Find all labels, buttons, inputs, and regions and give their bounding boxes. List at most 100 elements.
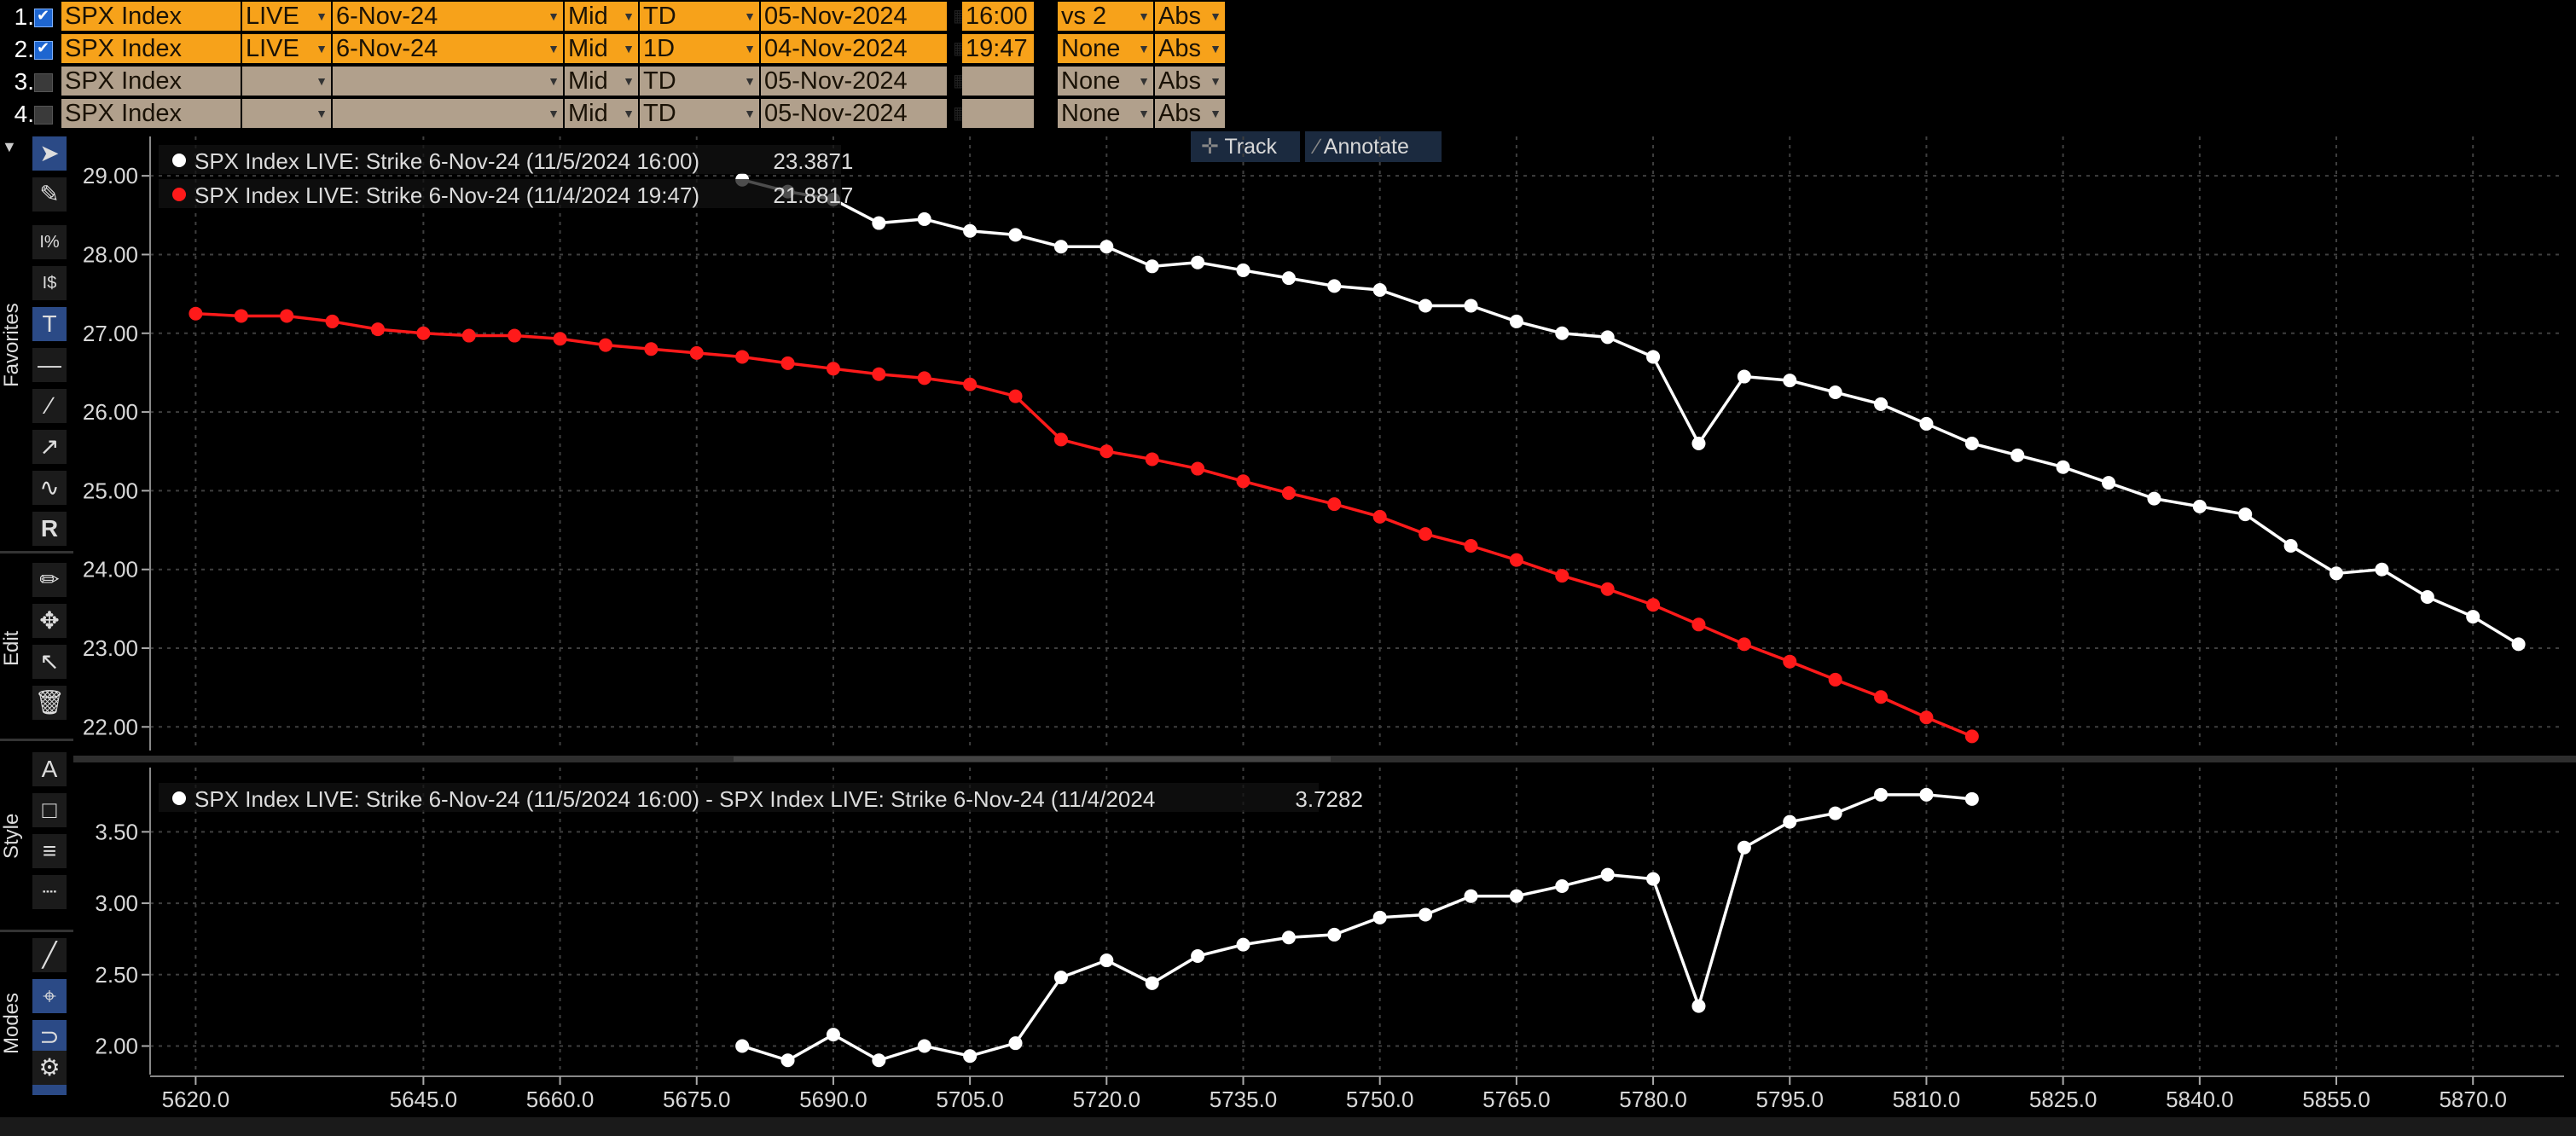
dropdown-arrow-icon[interactable]: ▼ xyxy=(548,74,560,88)
legend-value: 21.8817 xyxy=(773,183,853,208)
dropdown-arrow-icon[interactable]: ▼ xyxy=(744,107,756,120)
hatch-icon[interactable]: ╱ xyxy=(32,938,67,972)
mode-field[interactable]: Abs ▼ xyxy=(1155,2,1225,31)
pencil-icon[interactable]: ✏ xyxy=(32,563,67,597)
compare-field[interactable]: None ▼ xyxy=(1058,99,1153,128)
date-field[interactable]: 05-Nov-2024 ▦ xyxy=(761,2,969,31)
dropdown-arrow-icon[interactable]: ▼ xyxy=(316,9,328,23)
dropdown-arrow-icon[interactable]: ▼ xyxy=(623,74,635,88)
side-field[interactable]: Mid ▼ xyxy=(565,34,638,63)
ray-line-icon[interactable]: ↗ xyxy=(32,430,67,464)
range-field[interactable]: TD ▼ xyxy=(640,67,759,96)
row-checkbox[interactable] xyxy=(34,7,53,27)
text-tool-icon[interactable]: T xyxy=(32,307,67,341)
side-field[interactable]: Mid ▼ xyxy=(565,67,638,96)
dropdown-arrow-icon[interactable]: ▼ xyxy=(623,9,635,23)
side-field[interactable]: Mid ▼ xyxy=(565,2,638,31)
dropdown-arrow-icon[interactable]: ▼ xyxy=(744,74,756,88)
dollar-axis-icon[interactable]: I$ xyxy=(32,266,67,300)
expiry-field[interactable]: ▼ xyxy=(333,99,563,128)
expiry-field[interactable]: 6-Nov-24 ▼ xyxy=(333,2,563,31)
crosshair-mode-icon[interactable]: ⌖ xyxy=(32,979,67,1013)
collapse-chevron-icon[interactable]: ▼ xyxy=(2,138,17,155)
line-weight-icon[interactable]: ≡ xyxy=(32,834,67,868)
data-point xyxy=(1828,385,1842,399)
dropdown-arrow-icon[interactable]: ▼ xyxy=(623,107,635,120)
bottom-scrollbar[interactable] xyxy=(0,1117,2576,1136)
dropdown-arrow-icon[interactable]: ▼ xyxy=(744,42,756,55)
dropdown-arrow-icon[interactable]: ▼ xyxy=(1138,74,1150,88)
dropdown-arrow-icon[interactable]: ▼ xyxy=(548,9,560,23)
time-field[interactable]: 19:47 xyxy=(962,34,1034,63)
date-field[interactable]: 04-Nov-2024 ▦ xyxy=(761,34,969,63)
source-field[interactable]: ▼ xyxy=(242,67,331,96)
dropdown-arrow-icon[interactable]: ▼ xyxy=(1138,107,1150,120)
row-checkbox[interactable] xyxy=(34,106,53,125)
dropdown-arrow-icon[interactable]: ▼ xyxy=(1210,107,1221,120)
dropdown-arrow-icon[interactable]: ▼ xyxy=(1210,74,1221,88)
date-value: 04-Nov-2024 xyxy=(764,35,908,62)
ticker-field[interactable]: SPX Index xyxy=(61,67,241,96)
time-field[interactable]: 16:00 xyxy=(962,2,1034,31)
ticker-field[interactable]: SPX Index xyxy=(61,2,241,31)
data-point xyxy=(1964,437,1979,450)
row-checkbox[interactable] xyxy=(34,39,53,60)
mode-field[interactable]: Abs ▼ xyxy=(1155,67,1225,96)
trend-line-icon[interactable]: ∕ xyxy=(32,389,67,423)
source-field[interactable]: LIVE ▼ xyxy=(242,2,331,31)
move-icon[interactable]: ✥ xyxy=(32,604,67,638)
percent-axis-icon[interactable]: I% xyxy=(32,225,67,259)
horizontal-line-icon[interactable]: — xyxy=(32,348,67,382)
source-field[interactable]: LIVE ▼ xyxy=(242,34,331,63)
date-field[interactable]: 05-Nov-2024 ▦ xyxy=(761,99,969,128)
annotate-button[interactable]: ∕ Annotate xyxy=(1305,131,1442,162)
data-point xyxy=(689,345,704,360)
compare-field[interactable]: None ▼ xyxy=(1058,34,1153,63)
settings-gear-icon[interactable]: ⚙ xyxy=(32,1051,67,1085)
trash-icon[interactable]: 🗑 xyxy=(32,686,67,720)
wave-line-icon[interactable]: ∿ xyxy=(32,471,67,505)
range-field[interactable]: TD ▼ xyxy=(640,99,759,128)
data-point xyxy=(234,309,248,323)
time-field[interactable] xyxy=(962,99,1034,128)
side-field[interactable]: Mid ▼ xyxy=(565,99,638,128)
pointer-tool-icon[interactable]: ➤ xyxy=(32,136,67,171)
select-icon[interactable]: ↖ xyxy=(32,645,67,679)
data-point xyxy=(1600,330,1615,345)
dropdown-arrow-icon[interactable]: ▼ xyxy=(316,42,328,55)
mode-field[interactable]: Abs ▼ xyxy=(1155,34,1225,63)
ticker-field[interactable]: SPX Index xyxy=(61,34,241,63)
dropdown-arrow-icon[interactable]: ▼ xyxy=(1138,42,1150,55)
data-point xyxy=(1964,729,1979,744)
dropdown-arrow-icon[interactable]: ▼ xyxy=(548,107,560,120)
line-style-icon[interactable]: ┈ xyxy=(32,875,67,909)
regression-icon[interactable]: R xyxy=(32,512,67,546)
compare-field[interactable]: None ▼ xyxy=(1058,67,1153,96)
ticker-field[interactable]: SPX Index xyxy=(61,99,241,128)
dropdown-arrow-icon[interactable]: ▼ xyxy=(1210,9,1221,23)
source-field[interactable]: ▼ xyxy=(242,99,331,128)
dropdown-arrow-icon[interactable]: ▼ xyxy=(316,107,328,120)
mode-field[interactable]: Abs ▼ xyxy=(1155,99,1225,128)
data-point xyxy=(2056,460,2070,474)
draw-tool-icon[interactable]: ✎ xyxy=(32,177,67,212)
dropdown-arrow-icon[interactable]: ▼ xyxy=(623,42,635,55)
time-field[interactable] xyxy=(962,67,1034,96)
track-button[interactable]: ✛ Track xyxy=(1191,131,1300,162)
dropdown-arrow-icon[interactable]: ▼ xyxy=(1138,9,1150,23)
dropdown-arrow-icon[interactable]: ▼ xyxy=(316,74,328,88)
font-style-icon[interactable]: A xyxy=(32,752,67,786)
expiry-field[interactable]: ▼ xyxy=(333,67,563,96)
fill-color-icon[interactable]: □ xyxy=(32,793,67,827)
ticker-value: SPX Index xyxy=(65,3,183,30)
magnet-icon[interactable]: ⊃ xyxy=(32,1020,67,1054)
compare-field[interactable]: vs 2 ▼ xyxy=(1058,2,1153,31)
range-field[interactable]: 1D ▼ xyxy=(640,34,759,63)
expiry-field[interactable]: 6-Nov-24 ▼ xyxy=(333,34,563,63)
dropdown-arrow-icon[interactable]: ▼ xyxy=(548,42,560,55)
dropdown-arrow-icon[interactable]: ▼ xyxy=(1210,42,1221,55)
dropdown-arrow-icon[interactable]: ▼ xyxy=(744,9,756,23)
range-field[interactable]: TD ▼ xyxy=(640,2,759,31)
row-checkbox[interactable] xyxy=(34,73,53,92)
date-field[interactable]: 05-Nov-2024 ▦ xyxy=(761,67,969,96)
